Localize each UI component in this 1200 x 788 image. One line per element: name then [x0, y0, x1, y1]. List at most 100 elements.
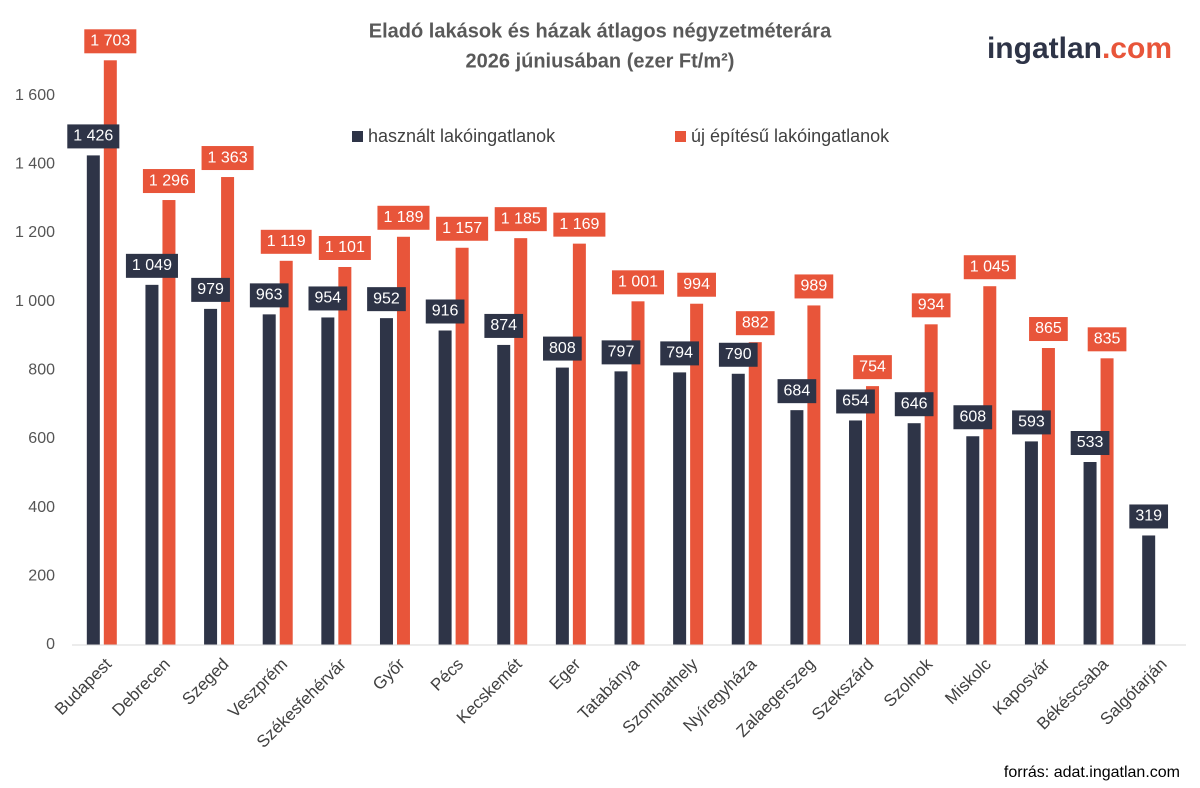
- value-label: 1 189: [377, 205, 430, 230]
- legend-label: új építésű lakóingatlanok: [691, 126, 890, 146]
- legend-swatch: [675, 131, 686, 142]
- bar: [221, 177, 235, 645]
- value-label-text: 1 296: [149, 172, 189, 189]
- label-box: [777, 379, 817, 404]
- bar: [455, 247, 469, 645]
- value-label-text: 979: [197, 281, 224, 298]
- value-label-text: 994: [683, 276, 710, 293]
- bar: [204, 308, 218, 645]
- value-label: 874: [484, 313, 524, 338]
- y-tick-label: 200: [28, 568, 55, 585]
- value-label: 865: [1029, 317, 1068, 342]
- label-box: [425, 299, 465, 324]
- value-label-text: 593: [1018, 414, 1045, 431]
- label-box: [660, 341, 699, 366]
- bar: [1083, 462, 1097, 645]
- value-label: 754: [853, 355, 892, 380]
- label-box: [911, 293, 951, 318]
- bar: [631, 301, 645, 645]
- value-label: 835: [1087, 327, 1127, 352]
- chart-subtitle: 2026 júniusában (ezer Ft/m²): [466, 50, 735, 72]
- value-label: 1 185: [494, 207, 547, 232]
- value-label-text: 1 001: [618, 274, 658, 291]
- bar: [514, 238, 528, 645]
- value-label: 1 045: [963, 255, 1016, 280]
- label-box: [601, 340, 641, 365]
- label-box: [308, 286, 348, 311]
- bar: [790, 410, 804, 645]
- value-label: 994: [677, 272, 716, 297]
- value-label-text: 1 185: [501, 210, 541, 227]
- legend-swatch: [352, 131, 363, 142]
- value-label: 963: [249, 283, 289, 308]
- value-label: 319: [1129, 504, 1169, 529]
- bar: [966, 436, 980, 645]
- label-box: [436, 216, 489, 241]
- bar: [1024, 441, 1038, 645]
- value-label: 790: [718, 342, 758, 367]
- value-label-text: 874: [490, 317, 517, 334]
- label-box: [794, 274, 834, 299]
- value-label-text: 963: [256, 287, 283, 304]
- bar: [690, 303, 704, 645]
- bar: [262, 314, 276, 645]
- bar: [379, 318, 393, 645]
- value-label: 916: [425, 299, 465, 324]
- bar: [497, 344, 511, 645]
- label-box: [484, 313, 524, 338]
- bar: [338, 266, 352, 645]
- value-label-text: 790: [725, 346, 752, 363]
- value-label: 794: [660, 341, 699, 366]
- value-label-text: 1 045: [970, 258, 1010, 275]
- value-label: 684: [777, 379, 817, 404]
- value-label-text: 808: [549, 340, 576, 357]
- value-label: 1 101: [318, 235, 371, 260]
- bar: [614, 371, 628, 645]
- source: forrás: adat.ingatlan.com: [1004, 764, 1180, 781]
- value-label: 1 169: [553, 212, 606, 237]
- value-label-text: 1 101: [325, 239, 365, 256]
- bar: [849, 420, 863, 645]
- value-label: 608: [953, 405, 993, 430]
- value-label-text: 794: [666, 345, 693, 362]
- label-box: [611, 270, 665, 295]
- value-label: 1 049: [125, 253, 178, 278]
- bar: [396, 236, 410, 645]
- label-box: [125, 253, 178, 278]
- value-label-text: 1 049: [132, 257, 172, 274]
- bar: [438, 330, 452, 645]
- legend-label: használt lakóingatlanok: [368, 126, 556, 146]
- bar: [1100, 358, 1114, 645]
- value-label: 1 363: [201, 146, 254, 171]
- value-label-text: 1 189: [383, 209, 423, 226]
- label-box: [84, 29, 137, 54]
- bar: [1041, 348, 1055, 645]
- label-box: [677, 272, 716, 297]
- value-label: 1 426: [67, 124, 120, 149]
- value-label-text: 654: [842, 393, 869, 410]
- bar: [103, 60, 117, 645]
- bar: [572, 243, 586, 646]
- value-label: 654: [836, 389, 875, 414]
- label-box: [142, 169, 195, 194]
- bar: [924, 324, 938, 645]
- value-label-text: 1 119: [267, 233, 306, 250]
- label-box: [553, 212, 606, 237]
- bar: [673, 372, 687, 645]
- value-label: 1 157: [436, 216, 489, 241]
- value-label-text: 684: [784, 382, 811, 399]
- value-label: 533: [1070, 431, 1110, 456]
- value-label: 979: [191, 277, 230, 302]
- value-label-text: 533: [1077, 434, 1104, 451]
- bar: [86, 155, 100, 645]
- value-label: 646: [894, 392, 934, 417]
- value-label-text: 1 157: [442, 220, 482, 237]
- value-label-text: 1 426: [73, 128, 113, 145]
- value-label-text: 882: [742, 314, 769, 331]
- value-label-text: 1 703: [90, 33, 130, 50]
- value-label-text: 989: [801, 278, 828, 295]
- label-box: [191, 277, 230, 302]
- label-box: [963, 255, 1016, 280]
- logo-suffix: .com: [1102, 32, 1172, 65]
